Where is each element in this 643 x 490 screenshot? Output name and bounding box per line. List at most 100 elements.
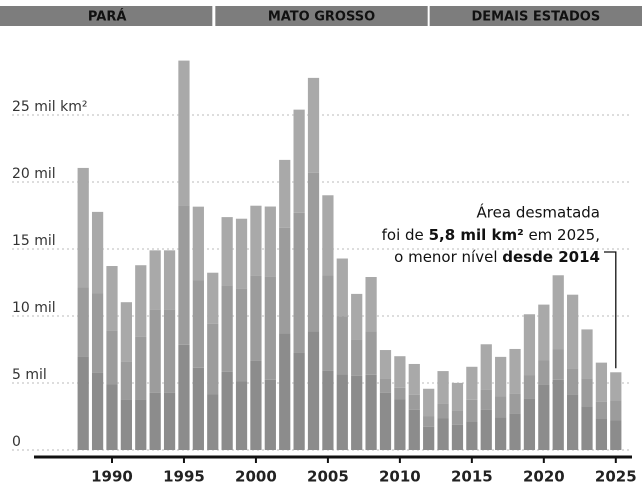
y-tick-label: 10 mil — [12, 300, 56, 316]
bar-segment — [351, 375, 363, 450]
bar-segment — [509, 413, 521, 450]
bar-segment — [437, 403, 449, 419]
bar-segment — [408, 363, 420, 395]
x-tick-label: 1990 — [91, 468, 133, 486]
bar-segment — [178, 344, 190, 450]
bar-segment — [408, 394, 420, 410]
legend-label: MATO GROSSO — [268, 10, 375, 25]
bar-segment — [322, 275, 334, 371]
bar-segment — [379, 392, 392, 450]
legend-label: DEMAIS ESTADOS — [471, 10, 600, 25]
bar-segment — [466, 366, 478, 400]
bar-segment — [480, 389, 492, 410]
bar-segment — [221, 217, 233, 286]
bar-segment — [408, 409, 420, 450]
bar-segment — [379, 378, 392, 393]
x-tick-label: 2020 — [523, 468, 565, 486]
bar-segment — [581, 406, 593, 450]
bar-segment — [77, 356, 89, 450]
x-tick-label: 2025 — [595, 468, 637, 486]
bar-segment — [307, 331, 320, 450]
axes: 0 5 mil 10 mil 15 mil 20 mil 25 mil km² 1990 19… — [12, 99, 637, 486]
bar-segment — [351, 339, 363, 376]
bar-segment — [163, 309, 176, 393]
bar-segment — [567, 394, 579, 450]
bar-segment — [365, 331, 377, 375]
bar-segment — [610, 372, 622, 401]
bar-segment — [192, 367, 204, 450]
x-tick-label: 1995 — [163, 468, 205, 486]
bar-segment — [480, 344, 492, 390]
bar-segment — [523, 375, 536, 399]
bar-segment — [135, 265, 147, 337]
legend-label: PARÁ — [88, 9, 126, 25]
legend-swatch — [429, 6, 642, 26]
bar-segment — [365, 277, 377, 332]
bar-segment — [495, 396, 507, 418]
bar-segment — [552, 379, 564, 450]
bar-segment — [365, 374, 377, 450]
legend: PARÁ MATO GROSSO DEMAIS ESTADOS — [0, 6, 642, 26]
bar-segment — [567, 368, 579, 395]
bar-segment — [293, 352, 305, 450]
bar-segment — [149, 250, 161, 310]
bar-segment — [77, 167, 89, 288]
bar-segment — [120, 361, 132, 400]
bar-segment — [307, 172, 320, 332]
bar-segment — [178, 205, 190, 345]
bar-segment — [91, 211, 104, 294]
bar-segment — [135, 399, 147, 450]
bar-segment — [451, 424, 464, 450]
bar-segment — [221, 285, 233, 372]
bar-segment — [437, 371, 449, 404]
bar-segment — [610, 400, 622, 421]
bar-segment — [379, 350, 392, 379]
legend-swatch — [0, 6, 213, 26]
bar-segment — [423, 388, 435, 417]
bar-segment — [423, 426, 435, 450]
y-tick-label: 25 mil km² — [12, 99, 88, 115]
bar-segment — [336, 374, 348, 450]
bar-segment — [552, 349, 564, 380]
bar-segment — [106, 266, 118, 331]
bar-segment — [149, 309, 161, 393]
x-tick-label: 2010 — [379, 468, 421, 486]
bar-segment — [466, 399, 478, 422]
bar-segment — [451, 410, 464, 425]
bar-segment — [509, 348, 521, 394]
bar-segment — [523, 314, 536, 376]
bar-segment — [279, 227, 291, 334]
bar-segment — [581, 378, 593, 407]
bar-segment — [336, 316, 348, 375]
annotation-line: o menor nível desde 2014 — [394, 248, 600, 266]
bar-segment — [523, 398, 536, 450]
bar-segment — [91, 293, 104, 373]
bar-segment — [279, 333, 291, 450]
bar-segment — [394, 399, 406, 450]
bar-segment — [538, 384, 550, 450]
bar-segment — [423, 416, 435, 427]
bar-segment — [207, 394, 219, 450]
bar-segment — [192, 280, 204, 368]
bar-segment — [495, 417, 507, 450]
bar-segment — [322, 370, 334, 450]
bar-segment — [495, 356, 507, 397]
y-tick-label: 5 mil — [12, 367, 47, 383]
bar-segment — [235, 381, 248, 450]
x-tick-label: 2000 — [235, 468, 277, 486]
bar-segment — [394, 356, 406, 388]
bar-segment — [207, 272, 219, 324]
legend-swatch — [215, 6, 428, 26]
bar-segment — [149, 392, 161, 450]
bar-segment — [163, 392, 176, 450]
bar-segment — [538, 360, 550, 385]
bar-segment — [264, 206, 276, 277]
bar-segment — [207, 323, 219, 395]
bar-segment — [163, 250, 176, 310]
bar-segment — [264, 276, 276, 380]
y-tick-label: 20 mil — [12, 166, 56, 182]
bar-segment — [106, 384, 118, 450]
bar-segment — [120, 399, 132, 450]
bar-segment — [192, 206, 204, 281]
bar-segment — [552, 275, 564, 350]
